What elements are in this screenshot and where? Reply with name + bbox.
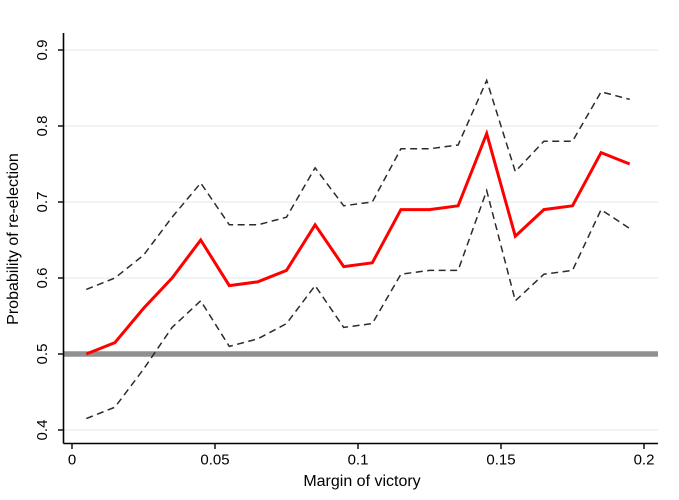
x-axis-title: Margin of victory <box>303 473 420 490</box>
y-axis-title: Probability of re-election <box>5 153 22 325</box>
x-tick-label: 0.1 <box>348 452 369 469</box>
tick-labels: 0.4 0.5 0.6 0.7 0.8 0.9 0 0.05 0.1 0.15 0.2 <box>34 40 654 469</box>
x-tick-label: 0.15 <box>486 452 515 469</box>
upper-ci-line <box>86 78 630 291</box>
y-tick-label: 0.4 <box>34 420 51 441</box>
x-tick-label: 0.2 <box>634 452 655 469</box>
axes <box>58 33 658 449</box>
lower-ci-line <box>86 188 631 420</box>
y-tick-label: 0.7 <box>34 192 51 213</box>
x-tick-label: 0 <box>68 452 76 469</box>
series-lines <box>85 78 631 420</box>
estimate-line <box>85 128 631 356</box>
x-tick-label: 0.05 <box>200 452 229 469</box>
y-tick-label: 0.5 <box>34 344 51 365</box>
y-tick-label: 0.8 <box>34 116 51 137</box>
y-tick-label: 0.6 <box>34 268 51 289</box>
gridlines <box>64 49 658 431</box>
y-tick-label: 0.9 <box>34 40 51 61</box>
